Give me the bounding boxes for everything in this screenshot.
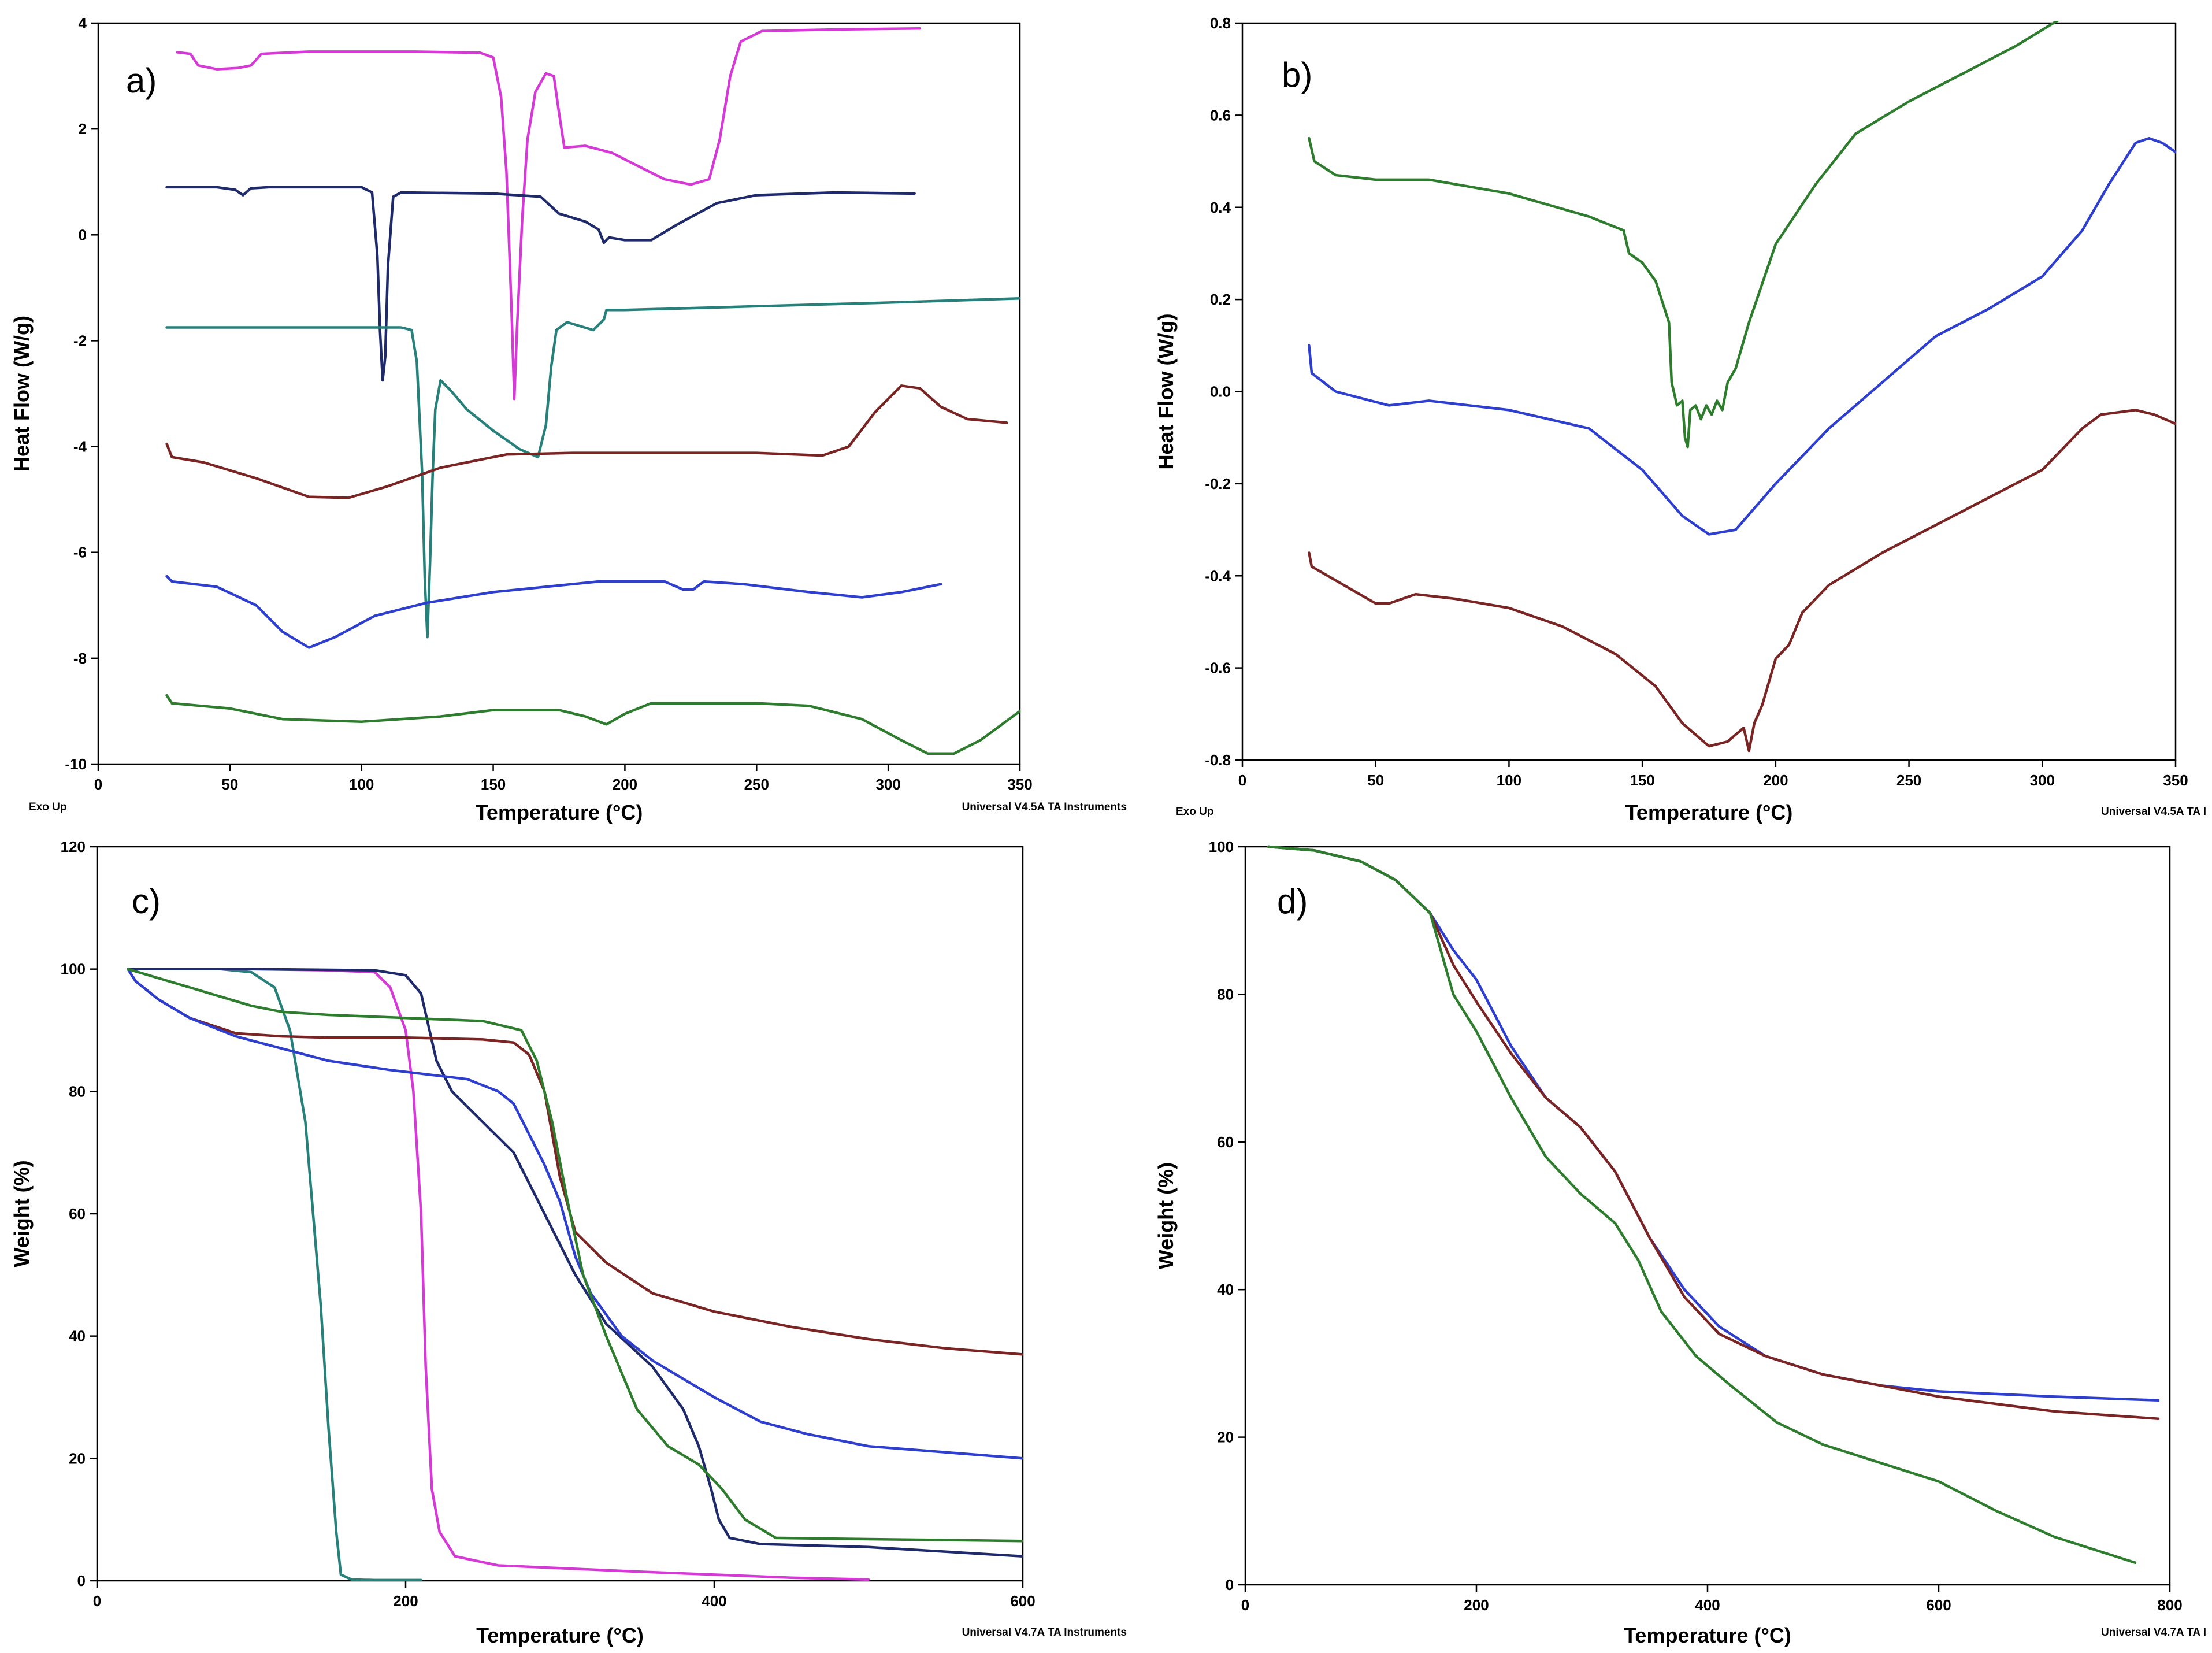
series-line-navy [127,968,1023,1558]
y-axis-title: Heat Flow (W/g) [1154,314,1178,470]
x-tick-label: 50 [1367,772,1384,789]
footer-instrument-version: Universal V4.5A TA I [2101,806,2206,818]
y-tick-label: -0.6 [1205,659,1231,677]
y-tick-label: 80 [1217,985,1234,1003]
plot-frame [97,22,1021,765]
panel-a-chart: 0 50 100 150 200 250 300 350 -10 -8 -6 -4 -2 0 2 4 Tempe… [10,14,1127,824]
footer-instrument-version: Universal V4.7A TA I [2101,1626,2206,1639]
y-tick-label: -8 [73,650,87,667]
x-tick-label: 300 [2030,772,2055,789]
x-axis-title: Temperature (°C) [1624,1624,1791,1647]
series-line-navy [165,186,916,382]
y-tick-label: -6 [73,544,87,561]
x-tick-label: 150 [1630,772,1654,789]
series-line-maroon [1308,409,2176,753]
x-axis-title: Temperature (°C) [476,800,643,824]
panel-c-chart: 0 200 400 600 0 20 40 60 80 100 120 Temperature (°C… [10,838,1127,1647]
y-tick-label: 40 [1217,1281,1234,1298]
panel-d-chart: 0 200 400 600 800 0 20 40 60 80 100 Temperature (°C… [1154,838,2206,1647]
y-axis-title: Weight (%) [10,1160,34,1267]
y-tick-label: -0.4 [1205,567,1231,584]
x-tick-label: 350 [1007,776,1032,793]
y-tick-label: 100 [61,961,86,978]
x-tick-label: 600 [1926,1596,1951,1614]
y-tick-label: 0 [77,1572,86,1589]
panel-label: a) [126,61,157,100]
series-group [127,968,1023,1582]
x-axis-title: Temperature (°C) [1625,800,1793,824]
series-line-magenta [176,27,922,401]
y-axis-title: Weight (%) [1154,1162,1178,1269]
x-tick-label: 250 [744,776,769,793]
x-tick-label: 400 [1695,1596,1720,1614]
panel-b-chart: 0 50 100 150 200 250 300 350 -0.8 -0.6 -0.4 -0.2 0.0… [1154,14,2206,824]
x-tick-label: 200 [613,776,637,793]
panel-label: b) [1282,55,1312,94]
y-tick-label: 0.8 [1210,14,1231,32]
x-tick-label: 200 [1763,772,1788,789]
x-axis-title: Temperature (°C) [476,1624,644,1647]
x-tick-label: 0 [93,1592,101,1610]
series-line-green [1308,21,2060,449]
y-tick-label: 20 [69,1450,86,1467]
x-tick-label: 0 [1238,772,1246,789]
y-tick-label: -4 [73,438,87,455]
x-tick-label: 800 [2157,1596,2182,1614]
x-tick-label: 0 [94,776,102,793]
y-tick-label: 0.4 [1210,199,1231,216]
y-tick-label: 2 [79,120,87,138]
x-tick-label: 150 [481,776,506,793]
x-tick-label: 350 [2163,772,2188,789]
series-line-teal [165,296,1020,639]
y-tick-label: 0.6 [1210,106,1231,124]
y-tick-label: 40 [69,1328,86,1345]
footer-exo-up: Exo Up [29,801,66,813]
y-tick-label: 60 [69,1205,86,1222]
y-tick-label: 0.0 [1210,383,1231,401]
x-tick-label: 0 [1241,1596,1249,1614]
series-group [165,27,1020,755]
y-tick-label: 80 [69,1083,86,1100]
footer-exo-up: Exo Up [1176,806,1213,818]
y-tick-label: 120 [61,838,86,855]
x-tick-label: 600 [1010,1592,1035,1610]
series-line-green [1267,845,2137,1564]
y-tick-label: 20 [1217,1429,1234,1446]
y-tick-label: -0.2 [1205,475,1231,492]
y-tick-label: -10 [65,755,87,773]
footer-instrument-version: Universal V4.5A TA Instruments [962,801,1127,813]
x-tick-label: 300 [875,776,900,793]
y-tick-label: 60 [1217,1133,1234,1151]
x-tick-label: 50 [221,776,238,793]
y-tick-label: -0.8 [1205,751,1231,769]
y-tick-label: 4 [79,14,87,32]
x-tick-label: 100 [349,776,374,793]
footer-instrument-version: Universal V4.7A TA Instruments [962,1626,1127,1639]
y-tick-label: 0 [79,226,87,243]
x-tick-label: 400 [702,1592,726,1610]
y-axis-title: Heat Flow (W/g) [10,316,34,472]
series-group [1308,21,2176,753]
panel-label: c) [132,882,161,921]
series-line-green [127,968,1023,1543]
y-tick-label: 0.2 [1210,291,1231,308]
series-line-blue [1308,136,2176,536]
series-group [1267,845,2160,1564]
x-tick-label: 100 [1497,772,1521,789]
series-line-blue [165,575,942,649]
y-tick-label: -2 [73,332,87,349]
series-line-blue [127,968,1023,1460]
y-tick-label: 100 [1209,838,1234,855]
x-tick-label: 250 [1896,772,1921,789]
series-line-maroon [165,384,1008,499]
y-tick-label: 0 [1226,1576,1234,1593]
series-line-green [165,694,1020,755]
x-tick-label: 200 [393,1592,418,1610]
panel-label: d) [1277,882,1308,921]
x-tick-label: 200 [1464,1596,1489,1614]
